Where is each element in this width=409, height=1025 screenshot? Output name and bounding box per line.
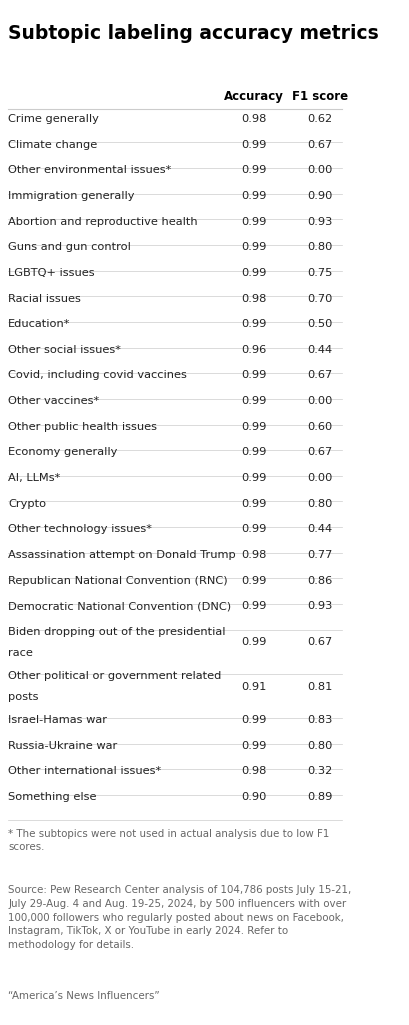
Text: Other public health issues: Other public health issues (8, 421, 157, 432)
Text: 0.98: 0.98 (240, 293, 265, 303)
Text: 0.99: 0.99 (240, 319, 265, 329)
Text: Assassination attempt on Donald Trump: Assassination attempt on Donald Trump (8, 550, 236, 560)
Text: 0.99: 0.99 (240, 525, 265, 534)
Text: Source: Pew Research Center analysis of 104,786 posts July 15-21,
July 29-Aug. 4: Source: Pew Research Center analysis of … (8, 886, 351, 950)
Text: Other social issues*: Other social issues* (8, 344, 121, 355)
Text: 0.99: 0.99 (240, 602, 265, 611)
Text: Democratic National Convention (DNC): Democratic National Convention (DNC) (8, 602, 231, 611)
Text: Economy generally: Economy generally (8, 447, 117, 457)
Text: 0.44: 0.44 (306, 344, 331, 355)
Text: 0.80: 0.80 (306, 741, 332, 750)
Text: 0.99: 0.99 (240, 139, 265, 150)
Text: 0.98: 0.98 (240, 550, 265, 560)
Text: 0.00: 0.00 (306, 165, 332, 175)
Text: Other technology issues*: Other technology issues* (8, 525, 152, 534)
Text: 0.93: 0.93 (306, 216, 332, 227)
Text: 0.99: 0.99 (240, 370, 265, 380)
Text: Education*: Education* (8, 319, 70, 329)
Text: 0.99: 0.99 (240, 165, 265, 175)
Text: Crypto: Crypto (8, 499, 46, 508)
Text: 0.00: 0.00 (306, 474, 332, 483)
Text: 0.81: 0.81 (306, 682, 332, 692)
Text: AI, LLMs*: AI, LLMs* (8, 474, 61, 483)
Text: Other vaccines*: Other vaccines* (8, 396, 99, 406)
Text: Other environmental issues*: Other environmental issues* (8, 165, 171, 175)
Text: Russia-Ukraine war: Russia-Ukraine war (8, 741, 117, 750)
Text: 0.90: 0.90 (306, 191, 332, 201)
Text: Immigration generally: Immigration generally (8, 191, 135, 201)
Text: 0.99: 0.99 (240, 242, 265, 252)
Text: 0.80: 0.80 (306, 242, 332, 252)
Text: 0.80: 0.80 (306, 499, 332, 508)
Text: 0.44: 0.44 (306, 525, 331, 534)
Text: 0.67: 0.67 (306, 638, 332, 648)
Text: 0.67: 0.67 (306, 447, 332, 457)
Text: 0.99: 0.99 (240, 715, 265, 725)
Text: 0.60: 0.60 (306, 421, 332, 432)
Text: 0.98: 0.98 (240, 767, 265, 776)
Text: 0.99: 0.99 (240, 474, 265, 483)
Text: “America’s News Influencers”: “America’s News Influencers” (8, 991, 160, 1000)
Text: Biden dropping out of the presidential: Biden dropping out of the presidential (8, 627, 225, 637)
Text: 0.75: 0.75 (306, 268, 332, 278)
Text: Israel-Hamas war: Israel-Hamas war (8, 715, 107, 725)
Text: 0.99: 0.99 (240, 576, 265, 585)
Text: Other political or government related: Other political or government related (8, 671, 221, 681)
Text: Guns and gun control: Guns and gun control (8, 242, 131, 252)
Text: Something else: Something else (8, 792, 97, 802)
Text: 0.98: 0.98 (240, 114, 265, 124)
Text: 0.99: 0.99 (240, 191, 265, 201)
Text: 0.50: 0.50 (306, 319, 332, 329)
Text: 0.77: 0.77 (306, 550, 332, 560)
Text: F1 score: F1 score (291, 90, 347, 104)
Text: LGBTQ+ issues: LGBTQ+ issues (8, 268, 95, 278)
Text: 0.83: 0.83 (306, 715, 332, 725)
Text: 0.67: 0.67 (306, 139, 332, 150)
Text: Republican National Convention (RNC): Republican National Convention (RNC) (8, 576, 227, 585)
Text: 0.99: 0.99 (240, 499, 265, 508)
Text: race: race (8, 648, 33, 658)
Text: 0.99: 0.99 (240, 638, 265, 648)
Text: Racial issues: Racial issues (8, 293, 81, 303)
Text: posts: posts (8, 692, 39, 702)
Text: 0.90: 0.90 (240, 792, 265, 802)
Text: 0.96: 0.96 (240, 344, 265, 355)
Text: 0.99: 0.99 (240, 741, 265, 750)
Text: 0.99: 0.99 (240, 447, 265, 457)
Text: 0.91: 0.91 (240, 682, 265, 692)
Text: Accuracy: Accuracy (223, 90, 283, 104)
Text: Other international issues*: Other international issues* (8, 767, 161, 776)
Text: 0.67: 0.67 (306, 370, 332, 380)
Text: 0.99: 0.99 (240, 396, 265, 406)
Text: 0.99: 0.99 (240, 421, 265, 432)
Text: Abortion and reproductive health: Abortion and reproductive health (8, 216, 198, 227)
Text: 0.86: 0.86 (306, 576, 332, 585)
Text: 0.70: 0.70 (306, 293, 332, 303)
Text: Crime generally: Crime generally (8, 114, 99, 124)
Text: 0.32: 0.32 (306, 767, 332, 776)
Text: 0.99: 0.99 (240, 268, 265, 278)
Text: 0.62: 0.62 (306, 114, 331, 124)
Text: 0.00: 0.00 (306, 396, 332, 406)
Text: 0.93: 0.93 (306, 602, 332, 611)
Text: 0.89: 0.89 (306, 792, 332, 802)
Text: 0.99: 0.99 (240, 216, 265, 227)
Text: Subtopic labeling accuracy metrics: Subtopic labeling accuracy metrics (8, 25, 378, 43)
Text: Covid, including covid vaccines: Covid, including covid vaccines (8, 370, 187, 380)
Text: Climate change: Climate change (8, 139, 97, 150)
Text: * The subtopics were not used in actual analysis due to low F1
scores.: * The subtopics were not used in actual … (8, 828, 329, 852)
